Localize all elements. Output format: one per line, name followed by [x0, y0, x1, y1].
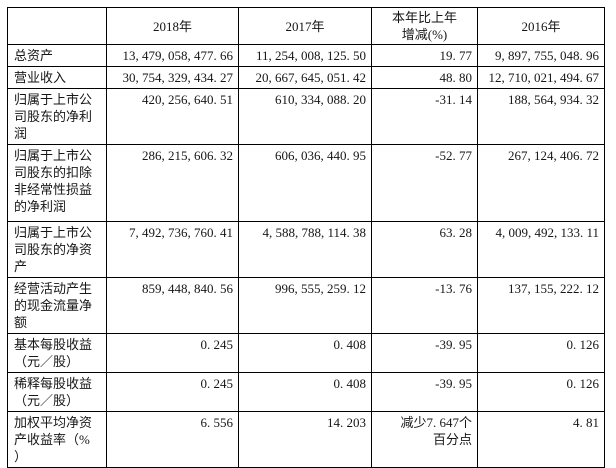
- column-header-metric: [7, 7, 107, 45]
- table-row-net-assets-attributable: 归属于上市公 司股东的净资 产 7, 492, 736, 760. 41 4, …: [7, 221, 605, 278]
- value-2016: 4, 009, 492, 133. 11: [477, 221, 605, 278]
- column-header-2017: 2017年: [238, 7, 372, 45]
- metric-label: 归属于上市公 司股东的净利 润: [7, 88, 107, 145]
- metric-label: 基本每股收益 （元／股）: [7, 333, 107, 373]
- metric-label: 归属于上市公 司股东的扣除 非经常性损益 的净利润: [7, 144, 107, 222]
- value-2017: 606, 036, 440. 95: [238, 144, 372, 222]
- value-change: 减少7. 647个 百分点: [371, 411, 478, 468]
- metric-label: 经营活动产生 的现金流量净 额: [7, 277, 107, 334]
- value-2017: 11, 254, 008, 125. 50: [238, 44, 372, 67]
- value-2018: 859, 448, 840. 56: [106, 277, 239, 334]
- value-change: -39. 95: [371, 372, 478, 412]
- value-2016: 4. 81: [477, 411, 605, 468]
- value-2018: 7, 492, 736, 760. 41: [106, 221, 239, 278]
- value-change: 19. 77: [371, 44, 478, 67]
- header-row: 2018年 2017年 本年比上年 增减(%) 2016年: [7, 7, 605, 45]
- value-2017: 0. 408: [238, 333, 372, 373]
- metric-label: 归属于上市公 司股东的净资 产: [7, 221, 107, 278]
- table-row-total-assets: 总资产 13, 479, 058, 477. 66 11, 254, 008, …: [7, 44, 605, 67]
- value-2016: 12, 710, 021, 494. 67: [477, 66, 605, 89]
- value-2018: 0. 245: [106, 372, 239, 412]
- value-2018: 0. 245: [106, 333, 239, 373]
- value-2018: 420, 256, 640. 51: [106, 88, 239, 145]
- value-2017: 20, 667, 645, 051. 42: [238, 66, 372, 89]
- value-change: -39. 95: [371, 333, 478, 373]
- value-change: -31. 14: [371, 88, 478, 145]
- value-2016: 188, 564, 934. 32: [477, 88, 605, 145]
- table-row-diluted-eps: 稀释每股收益 （元／股） 0. 245 0. 408 -39. 95 0. 12…: [7, 372, 605, 412]
- value-2016: 9, 897, 755, 048. 96: [477, 44, 605, 67]
- value-2018: 13, 479, 058, 477. 66: [106, 44, 239, 67]
- value-2016: 0. 126: [477, 372, 605, 412]
- value-2017: 4, 588, 788, 114. 38: [238, 221, 372, 278]
- table-row-net-profit-attributable: 归属于上市公 司股东的净利 润 420, 256, 640. 51 610, 3…: [7, 88, 605, 145]
- value-2017: 0. 408: [238, 372, 372, 412]
- value-2017: 996, 555, 259. 12: [238, 277, 372, 334]
- column-header-2016: 2016年: [477, 7, 605, 45]
- value-2016: 267, 124, 406. 72: [477, 144, 605, 222]
- value-2018: 6. 556: [106, 411, 239, 468]
- value-2016: 137, 155, 222. 12: [477, 277, 605, 334]
- value-change: 63. 28: [371, 221, 478, 278]
- table-row-operating-revenue: 营业收入 30, 754, 329, 434. 27 20, 667, 645,…: [7, 66, 605, 89]
- table-row-weighted-average-roe: 加权平均净资 产收益率（% ） 6. 556 14. 203 减少7. 647个…: [7, 411, 605, 468]
- table-row-net-profit-deducting-non-recurring: 归属于上市公 司股东的扣除 非经常性损益 的净利润 286, 215, 606.…: [7, 144, 605, 222]
- metric-label: 稀释每股收益 （元／股）: [7, 372, 107, 412]
- column-header-2018: 2018年: [106, 7, 239, 45]
- table-row-basic-eps: 基本每股收益 （元／股） 0. 245 0. 408 -39. 95 0. 12…: [7, 333, 605, 373]
- value-change: -13. 76: [371, 277, 478, 334]
- value-2017: 610, 334, 088. 20: [238, 88, 372, 145]
- table-row-operating-cash-flow: 经营活动产生 的现金流量净 额 859, 448, 840. 56 996, 5…: [7, 277, 605, 334]
- financial-summary-table: 2018年 2017年 本年比上年 增减(%) 2016年 总资产 13, 47…: [7, 7, 605, 468]
- metric-label: 加权平均净资 产收益率（% ）: [7, 411, 107, 468]
- value-change: -52. 77: [371, 144, 478, 222]
- value-2018: 286, 215, 606. 32: [106, 144, 239, 222]
- metric-label: 总资产: [7, 44, 107, 67]
- value-2016: 0. 126: [477, 333, 605, 373]
- value-change: 48. 80: [371, 66, 478, 89]
- value-2017: 14. 203: [238, 411, 372, 468]
- metric-label: 营业收入: [7, 66, 107, 89]
- column-header-change: 本年比上年 增减(%): [371, 7, 478, 45]
- value-2018: 30, 754, 329, 434. 27: [106, 66, 239, 89]
